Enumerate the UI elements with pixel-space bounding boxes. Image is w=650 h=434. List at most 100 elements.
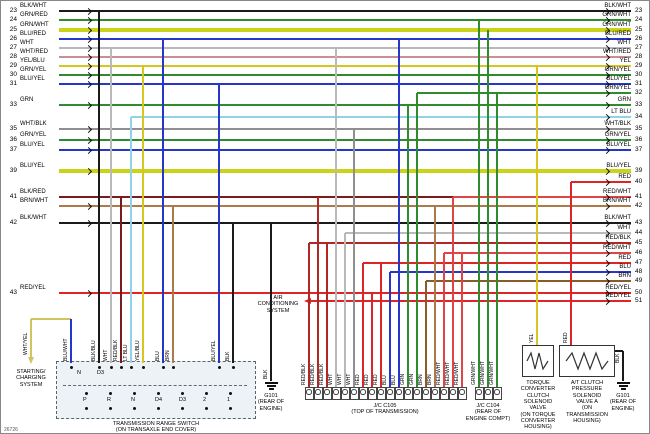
pin-number-right: 47 <box>635 258 643 266</box>
wire-vertical[interactable] <box>326 243 328 387</box>
wire-horizontal[interactable] <box>59 139 631 141</box>
wire-horizontal[interactable] <box>615 350 623 352</box>
wire-vertical[interactable] <box>110 48 112 363</box>
pin-number-left: 28 <box>9 52 17 60</box>
wire-horizontal[interactable] <box>311 300 631 302</box>
wire-vertical[interactable] <box>120 197 122 363</box>
wire-horizontal[interactable] <box>426 280 631 282</box>
wire-vertical[interactable] <box>30 319 32 357</box>
pin-number-right: 48 <box>635 267 643 275</box>
wire-vertical[interactable] <box>70 319 72 363</box>
switch-contact <box>108 392 112 395</box>
wire-horizontal[interactable] <box>59 128 631 130</box>
wire-vertical[interactable] <box>443 253 445 387</box>
starting-charging-system-label: STARTING/ CHARGING SYSTEM <box>16 369 46 388</box>
wire-horizontal[interactable] <box>59 10 631 12</box>
switch-position-letter: N <box>131 397 135 403</box>
wire-vertical[interactable] <box>162 39 164 363</box>
wire-vertical[interactable] <box>232 223 234 363</box>
wire-vertical[interactable] <box>461 253 463 387</box>
switch-contact <box>119 365 123 369</box>
wire-vertical[interactable] <box>344 233 346 387</box>
pin-number-right: 34 <box>635 112 643 120</box>
wire-vertical[interactable] <box>434 206 436 387</box>
switch-contact <box>129 365 133 369</box>
connector-pin-socket <box>414 389 420 395</box>
ground-symbol <box>266 385 276 387</box>
switch-contact <box>204 407 208 410</box>
wire-horizontal[interactable] <box>309 242 631 244</box>
wire-horizontal[interactable] <box>59 104 631 106</box>
wire-vertical[interactable] <box>380 263 382 387</box>
pin-color-label: RED/WHT <box>445 361 451 385</box>
wire-vertical[interactable] <box>416 93 418 387</box>
wire-color-label: GRN/YEL <box>20 132 47 138</box>
wire-vertical[interactable] <box>218 84 220 363</box>
wire-color-label: RED <box>618 174 631 180</box>
pin-color-label: BLU <box>391 375 397 385</box>
wire-horizontal[interactable] <box>571 181 631 183</box>
wire-color-label: BLU/RED <box>604 31 631 37</box>
coil-symbol <box>565 351 609 371</box>
wire-horizontal[interactable] <box>59 65 631 67</box>
wire-horizontal[interactable] <box>417 92 631 94</box>
wire-vertical[interactable] <box>487 30 489 387</box>
pin-color-label: RED <box>373 374 379 385</box>
wire-horizontal[interactable] <box>59 56 631 58</box>
wire-horizontal[interactable] <box>59 222 631 224</box>
wire-color-label: BLK <box>263 369 269 379</box>
wire-horizontal[interactable] <box>59 83 631 85</box>
wire-horizontal[interactable] <box>59 74 631 76</box>
wire-vertical[interactable] <box>317 197 319 387</box>
wire-vertical[interactable] <box>496 93 498 387</box>
wire-vertical[interactable] <box>452 197 454 387</box>
wire-horizontal[interactable] <box>59 19 631 21</box>
jc-c104-label: J/C C104 (REAR OF ENGINE COMPT) <box>465 403 511 422</box>
pin-number-left: 24 <box>9 15 17 23</box>
wire-vertical[interactable] <box>142 66 144 363</box>
wire-horizontal[interactable] <box>31 318 71 320</box>
wire-horizontal[interactable] <box>59 149 631 151</box>
wire-vertical[interactable] <box>362 263 364 387</box>
wire-vertical[interactable] <box>353 129 355 387</box>
pin-number-left: 31 <box>9 79 17 87</box>
wire-vertical[interactable] <box>536 66 538 345</box>
wire-vertical[interactable] <box>98 11 100 363</box>
switch-position-letter: 2 <box>203 397 207 403</box>
wire-horizontal[interactable] <box>59 205 631 207</box>
switch-contact <box>109 365 113 369</box>
wire-color-label: RED <box>563 332 569 343</box>
wire-horizontal[interactable] <box>59 47 631 49</box>
wire-horizontal[interactable] <box>59 28 631 32</box>
wire-horizontal[interactable] <box>131 116 631 118</box>
wire-horizontal[interactable] <box>59 38 631 40</box>
wire-vertical[interactable] <box>425 281 427 387</box>
connector-pin-socket <box>494 389 500 395</box>
wire-horizontal[interactable] <box>59 169 631 173</box>
wire-vertical[interactable] <box>398 39 400 387</box>
switch-contact <box>156 392 160 395</box>
pin-number-right: 28 <box>635 52 643 60</box>
ground-g101-left-label: G101 (REAR OF ENGINE) <box>257 393 285 412</box>
wire-vertical[interactable] <box>371 293 373 387</box>
wire-vertical[interactable] <box>407 105 409 387</box>
wire-color-label: GRN/RED <box>20 12 48 18</box>
pin-number-left: 27 <box>9 43 17 51</box>
wire-vertical[interactable] <box>270 223 272 381</box>
wire-vertical[interactable] <box>478 20 480 387</box>
wire-vertical[interactable] <box>130 117 132 363</box>
wire-vertical[interactable] <box>172 206 174 363</box>
wire-vertical[interactable] <box>335 48 337 387</box>
switch-position-letter: R <box>107 397 111 403</box>
wire-vertical[interactable] <box>308 243 310 387</box>
switch-contact <box>132 407 136 410</box>
wire-horizontal[interactable] <box>390 271 631 273</box>
ground-symbol <box>616 382 630 384</box>
connector-pin-socket <box>369 389 375 395</box>
wire-horizontal[interactable] <box>59 196 453 198</box>
connector-chevron <box>84 136 93 144</box>
wire-vertical[interactable] <box>389 272 391 387</box>
wire-horizontal[interactable] <box>453 196 631 198</box>
wire-vertical[interactable] <box>622 351 624 381</box>
wire-vertical[interactable] <box>570 182 572 345</box>
